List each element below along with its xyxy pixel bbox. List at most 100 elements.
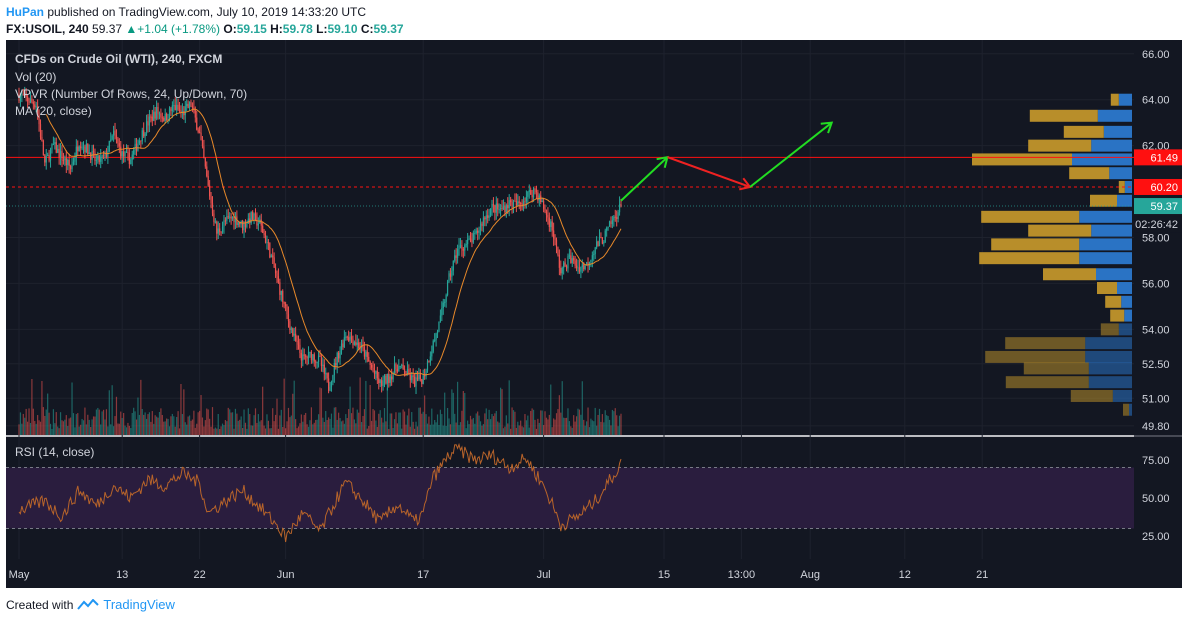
- volume-bar: [29, 422, 32, 435]
- candle-body: [478, 230, 480, 233]
- candle-body: [58, 148, 60, 158]
- volume-bar: [144, 412, 146, 435]
- candle-body: [253, 213, 255, 220]
- candle-body: [224, 220, 226, 222]
- candle-body: [32, 101, 34, 105]
- horizontal-levels[interactable]: [6, 156, 1134, 207]
- volume-bar: [588, 427, 591, 435]
- candle-body: [389, 376, 391, 383]
- volume-bar: [306, 424, 308, 435]
- volume-bar: [431, 408, 433, 435]
- volume-bar: [597, 414, 599, 435]
- rsi-tick-label: 75.00: [1142, 455, 1170, 467]
- candle-body: [111, 135, 113, 140]
- volume-bar: [319, 387, 321, 435]
- author-name[interactable]: HuPan: [6, 5, 45, 19]
- volume-bar: [373, 410, 376, 435]
- volume-bar: [494, 413, 496, 435]
- candle-body: [242, 220, 244, 231]
- volume-bar: [315, 419, 317, 435]
- volume-bar: [332, 427, 334, 435]
- candle-body: [104, 152, 106, 156]
- volume-bar: [220, 426, 222, 435]
- candle-body: [37, 106, 39, 115]
- volume-bar: [97, 407, 99, 435]
- tradingview-brand[interactable]: TradingView: [103, 597, 175, 612]
- volume-bar: [213, 428, 215, 435]
- candle-body: [614, 216, 616, 218]
- volume-bar: [250, 425, 252, 435]
- volume-bar: [350, 413, 353, 435]
- volume-bar: [535, 428, 538, 435]
- volume-bar: [80, 424, 82, 435]
- volume-bar: [206, 408, 208, 435]
- candle-body: [207, 176, 209, 186]
- price-change: +1.04 (+1.78%): [137, 22, 221, 36]
- candle-body: [613, 216, 615, 221]
- price-chart[interactable]: 66.0064.0062.0058.0056.0054.0052.5051.00…: [6, 40, 1182, 588]
- candle-body: [231, 216, 234, 219]
- arrow-down-head: [739, 177, 752, 191]
- volume-bar: [188, 415, 191, 435]
- drawn-arrows[interactable]: [620, 121, 834, 202]
- vpvr-down-bar: [1043, 268, 1096, 281]
- legend-vpvr[interactable]: VPVR (Number Of Rows, 24, Up/Down, 70): [15, 87, 247, 101]
- candle-body: [522, 201, 525, 206]
- candle-body: [359, 348, 361, 350]
- volume-bar: [289, 417, 291, 435]
- candle-body: [72, 161, 75, 164]
- candle-body: [479, 223, 482, 231]
- candle-body: [601, 237, 603, 244]
- volume-bar: [518, 425, 520, 435]
- volume-bar: [313, 422, 315, 435]
- candle-body: [300, 352, 302, 361]
- candle-body: [98, 155, 100, 162]
- volume-bar: [372, 408, 374, 435]
- candle-body: [328, 378, 330, 391]
- candle-body: [438, 321, 440, 332]
- volume-bar: [329, 418, 331, 435]
- candle-body: [426, 361, 429, 371]
- volume-bar: [214, 427, 216, 435]
- candle-body: [434, 339, 436, 341]
- volume-bar: [560, 412, 562, 435]
- candle-body: [317, 355, 320, 362]
- vpvr-down-bar: [985, 350, 1086, 363]
- volume-bar: [474, 423, 476, 435]
- volume-bar: [359, 377, 361, 435]
- candle-body: [209, 185, 211, 197]
- volume-bar: [131, 412, 133, 435]
- candle-body: [329, 387, 331, 391]
- price-tick-label: 49.80: [1142, 421, 1170, 433]
- candle-body: [316, 361, 318, 363]
- volume-bar: [178, 428, 181, 435]
- volume-bar: [419, 407, 421, 435]
- candle-body: [54, 142, 56, 145]
- volume-bar: [401, 428, 403, 435]
- volume-bar: [446, 407, 449, 435]
- volume-bar: [411, 412, 413, 435]
- volume-bar: [223, 425, 225, 435]
- volume-bar: [396, 423, 398, 435]
- legend-title[interactable]: CFDs on Crude Oil (WTI), 240, FXCM: [15, 52, 222, 66]
- legend-vol[interactable]: Vol (20): [15, 70, 56, 84]
- candle-body: [422, 375, 424, 384]
- volume-bar: [457, 381, 459, 435]
- candle-body: [115, 135, 118, 139]
- vpvr-up-bar: [1096, 268, 1132, 281]
- vpvr-up-bar: [1124, 309, 1132, 322]
- volume-bar: [528, 427, 530, 435]
- volume-bar: [54, 423, 56, 435]
- vpvr-up-bar: [1088, 362, 1132, 375]
- candle-body: [497, 203, 499, 210]
- legend-rsi[interactable]: RSI (14, close): [15, 445, 94, 459]
- created-with-text: Created with: [6, 597, 74, 612]
- candle-body: [584, 265, 586, 270]
- time-tick-label: Jun: [277, 569, 295, 581]
- candle-body: [557, 247, 559, 255]
- candle-body: [578, 267, 581, 272]
- candle-body: [221, 226, 224, 232]
- legend-ma[interactable]: MA (20, close): [15, 104, 92, 118]
- volume-bar: [434, 419, 436, 435]
- volume-bar: [399, 412, 401, 435]
